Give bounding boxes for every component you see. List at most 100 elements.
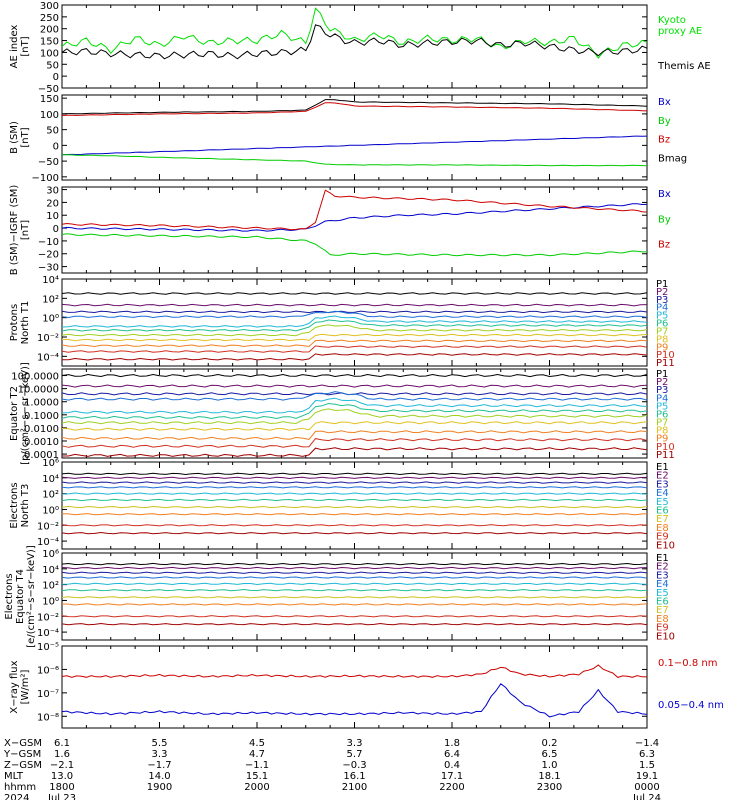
legend-entry: E6 [656,506,669,517]
y-tick-label: 150 [40,94,59,105]
panel-frame [61,368,648,459]
series-line [61,24,648,60]
footer-value: 1.0 [542,760,558,771]
series-line [61,397,648,414]
legend-entry: P7 [656,326,668,337]
y-tick-label: 300 [40,1,59,12]
legend-entry: E10 [656,631,675,642]
y-tick-label: 0 [53,72,59,83]
footer-value: 6.4 [444,749,460,760]
y-tick-label: 50 [46,126,59,137]
legend-entry: E3 [656,570,669,581]
footer-value: 1.8 [444,738,460,749]
footer-value: 6.3 [639,749,655,760]
legend-entry: P10 [656,442,675,453]
series-line [61,292,648,295]
series-line [61,333,648,342]
y-tick-label: 0 [53,224,59,235]
legend-entry: P6 [656,409,668,420]
series-line [61,576,648,579]
y-tick-label: −50 [38,157,59,168]
series-line [61,588,648,592]
y-axis-label: North T3 [20,484,31,528]
legend-entry: Bz [658,240,670,251]
y-tick-label: 250 [40,13,59,24]
legend-entry: E8 [656,614,669,625]
footer-value: 5.5 [152,738,168,749]
y-tick-label: 10⁻⁶ [37,665,59,676]
legend-entry: 0.1−0.8 nm [658,658,717,669]
series-line [61,310,648,319]
series-line [61,319,648,332]
y-tick-label: −20 [38,250,59,261]
footer-value: 5.7 [347,749,363,760]
series-line [61,566,648,570]
footer-value: −2.1 [50,760,74,771]
series-line [61,571,648,574]
legend-entry: E6 [656,597,669,608]
y-tick-label: 10⁻⁸ [37,712,59,723]
y-tick-label: 1.0000 [24,398,59,409]
y-axis-label: Electrons [9,482,20,528]
footer-value: 0.2 [542,738,558,749]
footer-value: 1.5 [639,760,655,771]
panel-frame [61,645,648,729]
y-tick-label: 20 [46,198,59,209]
series-line [61,524,648,527]
series-line [61,310,648,314]
legend-entry: Bx [658,189,671,200]
y-axis-label: B (SM)−IGRF (SM) [9,185,20,276]
y-tick-label: 10⁻² [37,612,59,623]
series-line [61,339,648,348]
series-line [61,203,648,232]
y-tick-label: 10⁻² [37,333,59,344]
legend-entry: E7 [656,514,669,525]
legend-entry: P1 [656,279,668,290]
footer-value: −1.1 [245,760,269,771]
y-tick-label: 0 [53,141,59,152]
legend-entry: 0.05−0.4 nm [658,700,724,711]
y-tick-label: 100.0000 [11,372,59,383]
legend-entry: E1 [656,553,669,564]
footer-row-label: 2024 [4,793,29,800]
footer-row-label: Y−GSM [3,749,41,760]
series-line [61,430,648,440]
series-line [61,505,648,509]
series-line [61,402,648,420]
y-tick-label: −10 [38,237,59,248]
legend-entry: P7 [656,418,668,429]
legend-entry: E2 [656,562,669,573]
footer-value: 2000 [244,782,269,793]
y-tick-label: 10² [42,294,59,305]
series-line [61,233,647,257]
footer-value: 16.1 [343,771,365,782]
panel-frame [61,461,648,550]
footer-value: 1.6 [54,749,70,760]
footer-value: 1900 [147,782,172,793]
y-axis-label: [nT] [20,36,31,56]
series-line [61,421,648,431]
footer-value: 1800 [49,782,74,793]
y-axis-label: [nT] [20,127,31,147]
y-axis-label: X−ray flux [9,660,20,713]
series-line [61,603,648,606]
y-tick-label: 10⁰ [42,314,59,325]
y-tick-label: 10⁻² [37,521,59,532]
y-tick-label: 100 [40,48,59,59]
y-tick-label: 10⁶ [42,549,59,560]
legend-entry: proxy AE [658,26,702,37]
y-tick-label: 10⁻⁴ [37,537,59,548]
series-line [61,315,648,328]
legend-entry: P8 [656,334,668,345]
legend-entry: P5 [656,401,668,412]
y-tick-label: 10² [42,581,59,592]
footer-value: −0.3 [342,760,366,771]
y-tick-label: −50 [38,84,59,95]
legend-entry: By [658,214,671,225]
y-tick-label: 10⁴ [42,474,59,485]
orbit-time-footer: X−GSM 6.1 5.5 4.5 3.3 1.8 0.2 −1.4 Y−GSM 1.6 3.3 4.… [3,738,661,800]
y-tick-label: 0.0100 [24,424,59,435]
